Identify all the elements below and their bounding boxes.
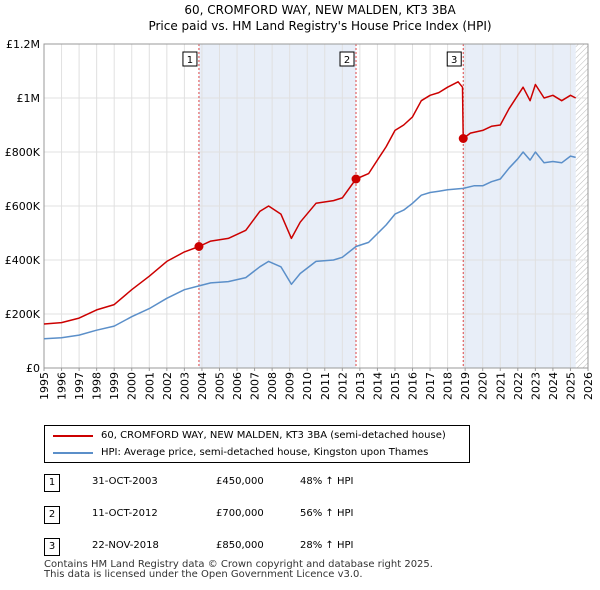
x-tick-label: 2002 xyxy=(161,372,174,400)
x-tick-label: 2015 xyxy=(389,372,402,400)
sale-date: 22-NOV-2018 xyxy=(92,540,159,551)
x-tick-label: 1998 xyxy=(91,372,104,400)
sale-hpi-change: 28% ↑ HPI xyxy=(300,540,354,551)
sale-point xyxy=(194,242,204,251)
x-tick-label: 2022 xyxy=(512,372,525,400)
x-tick-label: 1999 xyxy=(108,372,121,400)
price-chart: 60, CROMFORD WAY, NEW MALDEN, KT3 3BA Pr… xyxy=(5,3,595,400)
x-tick-label: 2023 xyxy=(529,372,542,400)
sale-marker-label: 1 xyxy=(187,55,193,66)
y-tick-label: £1.2M xyxy=(6,38,40,51)
sale-price: £850,000 xyxy=(216,540,264,551)
x-tick-label: 2020 xyxy=(477,372,490,400)
x-tick-label: 2017 xyxy=(424,372,437,400)
x-tick-label: 2025 xyxy=(564,372,577,400)
legend-label-property: 60, CROMFORD WAY, NEW MALDEN, KT3 3BA (s… xyxy=(101,430,446,441)
x-tick-label: 2008 xyxy=(266,372,279,400)
y-tick-label: £400K xyxy=(5,254,41,267)
x-tick-label: 2018 xyxy=(442,372,455,400)
x-tick-label: 2026 xyxy=(582,372,595,400)
x-tick-label: 2006 xyxy=(231,372,244,400)
chart-subtitle: Price paid vs. HM Land Registry's House … xyxy=(148,19,491,33)
footer: Contains HM Land Registry data © Crown c… xyxy=(44,560,584,580)
y-tick-label: £600K xyxy=(5,200,41,213)
x-tick-label: 2000 xyxy=(126,372,139,400)
x-tick-label: 2019 xyxy=(459,372,472,400)
sale-date: 11-OCT-2012 xyxy=(92,508,158,519)
y-tick-label: £800K xyxy=(5,146,41,159)
sale-date: 31-OCT-2003 xyxy=(92,476,158,487)
x-tick-label: 2001 xyxy=(143,372,156,400)
sale-number: 3 xyxy=(44,538,60,556)
series-line xyxy=(43,81,577,325)
sale-marker-box xyxy=(446,51,462,67)
x-tick-label: 1995 xyxy=(38,372,51,400)
legend-swatch-property xyxy=(53,435,93,437)
sale-row: 1 31-OCT-2003 £450,000 48% ↑ HPI xyxy=(44,474,444,492)
x-tick-label: 2024 xyxy=(547,372,560,400)
sale-point xyxy=(458,134,468,143)
sale-price: £450,000 xyxy=(216,476,264,487)
chart-title: 60, CROMFORD WAY, NEW MALDEN, KT3 3BA xyxy=(184,3,456,17)
y-tick-label: £1M xyxy=(17,92,41,105)
x-tick-label: 2009 xyxy=(284,372,297,400)
sale-point xyxy=(351,174,361,184)
legend-label-hpi: HPI: Average price, semi-detached house,… xyxy=(101,447,429,458)
sale-row: 3 22-NOV-2018 £850,000 28% ↑ HPI xyxy=(44,538,444,556)
plot-frame xyxy=(43,43,589,369)
footer-license: This data is licensed under the Open Gov… xyxy=(44,569,363,580)
x-tick-label: 2004 xyxy=(196,372,209,400)
sale-number: 1 xyxy=(44,474,60,492)
x-tick-label: 2012 xyxy=(336,372,349,400)
x-tick-label: 2011 xyxy=(319,372,332,400)
series-line xyxy=(43,151,576,340)
x-tick-label: 2014 xyxy=(371,372,384,400)
sale-marker-label: 3 xyxy=(451,55,457,66)
x-tick-label: 1996 xyxy=(56,372,69,400)
sale-hpi-change: 56% ↑ HPI xyxy=(300,508,354,519)
x-tick-label: 2005 xyxy=(213,372,226,400)
sale-marker-box xyxy=(339,51,355,67)
sale-row: 2 11-OCT-2012 £700,000 56% ↑ HPI xyxy=(44,506,444,524)
sale-number: 2 xyxy=(44,506,60,524)
x-tick-label: 2010 xyxy=(301,372,314,400)
footer-copyright: Contains HM Land Registry data © Crown c… xyxy=(44,559,433,570)
legend: 60, CROMFORD WAY, NEW MALDEN, KT3 3BA (s… xyxy=(44,425,470,463)
y-tick-label: £200K xyxy=(5,308,41,321)
sale-price: £700,000 xyxy=(216,508,264,519)
legend-swatch-hpi xyxy=(53,452,93,454)
x-tick-label: 2016 xyxy=(407,372,420,400)
sale-marker-label: 2 xyxy=(344,55,350,66)
sale-hpi-change: 48% ↑ HPI xyxy=(300,476,354,487)
x-tick-label: 2021 xyxy=(494,372,507,400)
sale-marker-box xyxy=(182,51,198,67)
x-tick-label: 2003 xyxy=(178,372,191,400)
y-tick-label: £0 xyxy=(26,362,40,375)
x-tick-label: 1997 xyxy=(73,372,86,400)
x-tick-label: 2013 xyxy=(354,372,367,400)
x-tick-label: 2007 xyxy=(249,372,262,400)
